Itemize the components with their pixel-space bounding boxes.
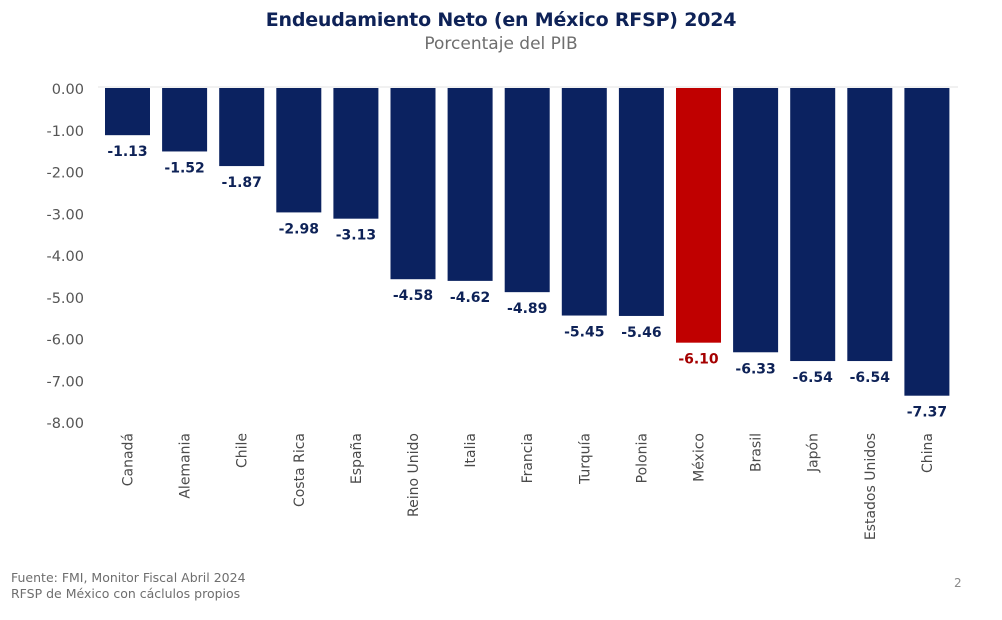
y-tick-label: -6.00 <box>46 333 84 349</box>
bar-estados-unidos <box>847 88 893 362</box>
x-axis: Canadá Alemania Chile Costa Rica España Reino… <box>121 433 936 540</box>
bar-chile <box>219 88 265 167</box>
x-tick-label: México <box>692 433 708 482</box>
source-line-2: RFSP de México con cáclulos propios <box>11 586 241 601</box>
y-tick-label: -3.00 <box>46 207 84 223</box>
x-tick-label: Polonia <box>634 433 650 483</box>
bar-méxico <box>676 88 721 343</box>
bar-francia <box>504 88 550 293</box>
data-label: -1.87 <box>222 175 262 191</box>
bar-turquía <box>561 88 607 316</box>
y-tick-label: -8.00 <box>46 416 84 432</box>
data-label: -6.54 <box>850 370 891 386</box>
x-tick-label: Brasil <box>749 433 765 472</box>
data-label: -4.58 <box>393 288 433 304</box>
data-label: -1.52 <box>164 160 204 176</box>
bar-reino-unido <box>390 88 436 280</box>
bar-china <box>904 88 950 396</box>
data-label: -5.46 <box>621 325 661 341</box>
data-label: -4.62 <box>450 290 490 306</box>
bar-brasil <box>733 88 779 353</box>
bar-italia <box>447 88 493 281</box>
y-tick-label: -4.00 <box>46 249 84 265</box>
chart-title: Endeudamiento Neto (en México RFSP) 2024 <box>265 9 737 31</box>
x-tick-label: Costa Rica <box>292 433 308 507</box>
x-tick-label: Estados Unidos <box>863 433 879 540</box>
bars <box>105 88 950 396</box>
bar-polonia <box>618 88 664 316</box>
bar-canadá <box>105 88 150 136</box>
data-label: -1.13 <box>107 144 147 160</box>
data-label: -7.37 <box>907 405 947 421</box>
bar-costa-rica <box>276 88 322 213</box>
x-tick-label: Francia <box>520 433 536 483</box>
y-tick-label: -5.00 <box>46 291 84 307</box>
x-tick-label: España <box>349 433 365 484</box>
bar-españa <box>333 88 379 219</box>
x-tick-label: Reino Unido <box>406 433 422 517</box>
data-label: -6.33 <box>735 361 775 377</box>
x-tick-label: Turquía <box>577 433 593 485</box>
source-line-1: Fuente: FMI, Monitor Fiscal Abril 2024 <box>11 570 246 585</box>
chart-subtitle: Porcentaje del PIB <box>424 34 578 54</box>
data-labels: -1.13 -1.52 -1.87 -2.98 -3.13 -4.58 -4.62 -4.89… <box>107 144 947 421</box>
bar-alemania <box>162 88 208 152</box>
data-label: -2.98 <box>279 221 319 237</box>
data-label: -5.45 <box>564 325 604 341</box>
data-label: -3.13 <box>336 228 376 244</box>
data-label: -6.54 <box>793 370 834 386</box>
x-tick-label: Alemania <box>178 433 194 499</box>
y-tick-label: -1.00 <box>46 124 84 140</box>
y-tick-label: 0.00 <box>52 82 84 98</box>
x-tick-label: Chile <box>235 433 251 468</box>
source-footnote: Fuente: FMI, Monitor Fiscal Abril 2024 R… <box>11 570 246 602</box>
x-tick-label: Canadá <box>121 433 137 486</box>
page-number: 2 <box>954 576 962 590</box>
x-tick-label: China <box>920 433 936 473</box>
bar-japón <box>790 88 836 362</box>
y-axis: 0.00 -1.00 -2.00 -3.00 -4.00 -5.00 -6.00 -7.00 -… <box>46 82 84 432</box>
data-label: -4.89 <box>507 301 547 317</box>
y-tick-label: -2.00 <box>46 166 84 182</box>
y-tick-label: -7.00 <box>46 374 84 390</box>
x-tick-label: Italia <box>463 433 479 468</box>
x-tick-label: Japón <box>806 433 822 473</box>
data-label: -6.10 <box>678 352 719 368</box>
